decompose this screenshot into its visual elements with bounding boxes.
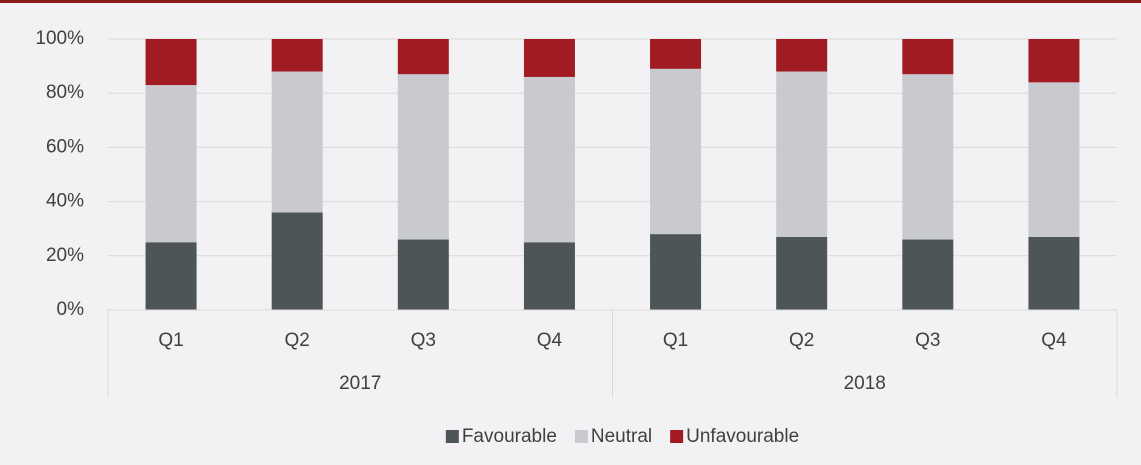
bar-segment: [145, 242, 197, 310]
group-label: 2018: [844, 373, 886, 394]
y-tick-label: 40%: [46, 191, 84, 212]
x-tick-label: Q1: [158, 330, 183, 351]
y-tick-label: 0%: [57, 299, 85, 320]
bar-segment: [1028, 82, 1080, 237]
bar-segment: [397, 39, 449, 75]
bar-segment: [650, 39, 702, 69]
bar-segment: [271, 71, 323, 213]
bar-segment: [650, 68, 702, 235]
y-tick-label: 80%: [46, 82, 84, 103]
bar-segment: [523, 39, 575, 77]
y-tick-label: 100%: [35, 28, 84, 49]
bar-segment: [1028, 236, 1080, 310]
bar-segment: [776, 236, 828, 310]
bar-segment: [1028, 39, 1080, 83]
bar-segment: [523, 76, 575, 243]
x-tick-label: Q2: [285, 330, 310, 351]
x-tick-label: Q3: [915, 330, 940, 351]
legend-swatch: [445, 430, 459, 443]
x-tick-label: Q4: [1041, 330, 1067, 351]
bar-segment: [902, 39, 954, 75]
bar-segment: [902, 74, 954, 240]
legend-swatch: [574, 430, 588, 443]
legend-label: Unfavourable: [686, 426, 799, 447]
top-border: [0, 0, 1141, 3]
x-tick-label: Q2: [789, 330, 814, 351]
bar-segment: [271, 39, 323, 72]
legend-swatch: [670, 430, 684, 443]
bar-segment: [902, 239, 954, 310]
legend-label: Favourable: [462, 426, 557, 447]
bar-segment: [145, 85, 197, 243]
bar-segment: [145, 39, 197, 86]
x-tick-label: Q4: [537, 330, 563, 351]
x-tick-label: Q3: [411, 330, 436, 351]
y-tick-label: 20%: [46, 245, 84, 266]
bar-segment: [397, 239, 449, 310]
bar-segment: [776, 39, 828, 72]
legend-label: Neutral: [591, 426, 652, 447]
bar-segment: [776, 71, 828, 237]
bar-segment: [650, 234, 702, 310]
x-tick-label: Q1: [663, 330, 688, 351]
bar-segment: [523, 242, 575, 310]
bar-segment: [397, 74, 449, 240]
bar-segment: [271, 212, 323, 310]
group-label: 2017: [339, 373, 381, 394]
y-tick-label: 60%: [46, 136, 84, 157]
